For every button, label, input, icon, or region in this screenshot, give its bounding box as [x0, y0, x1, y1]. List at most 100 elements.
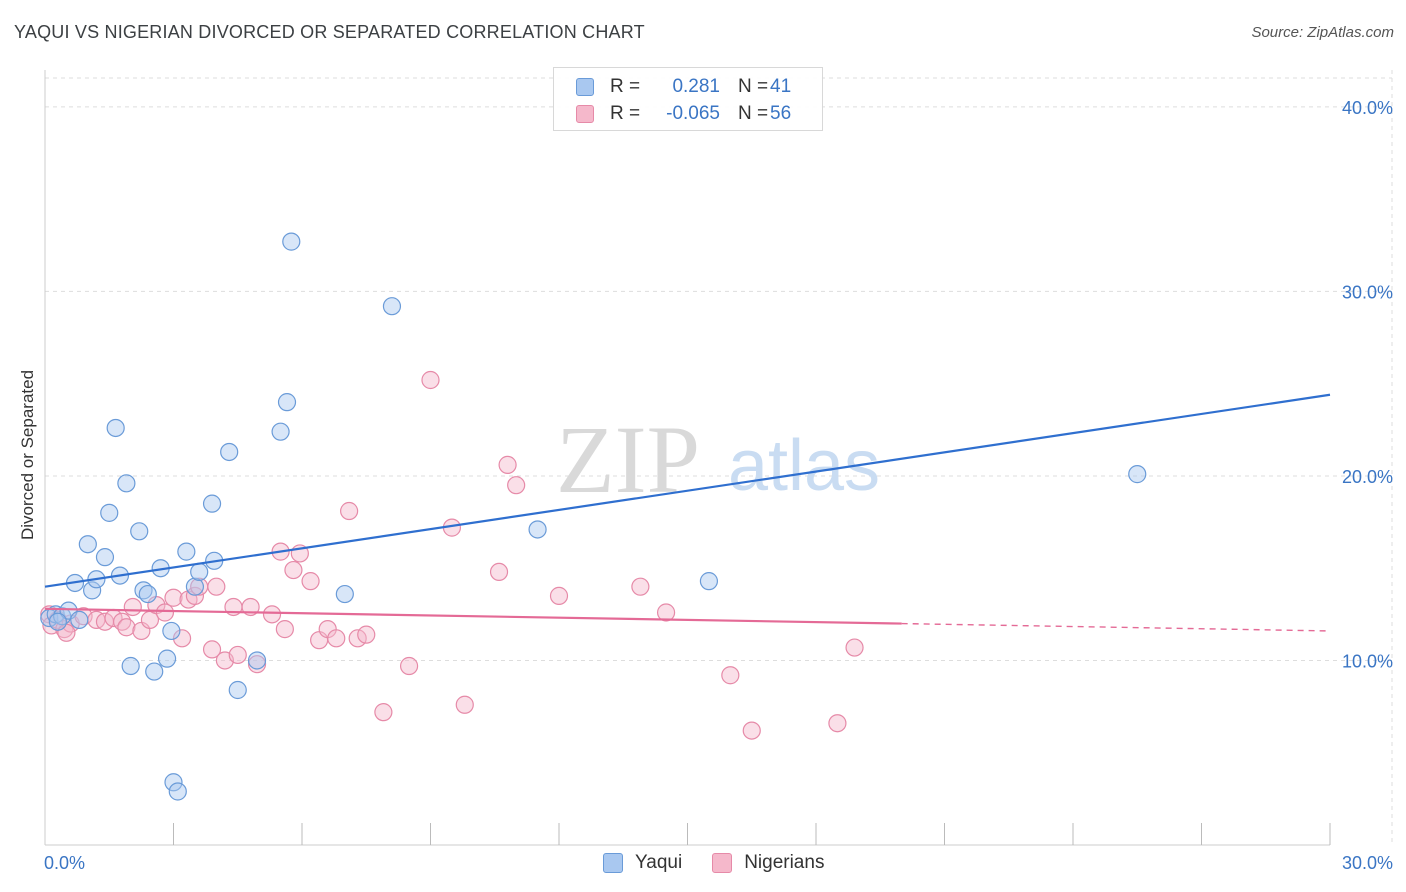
yaqui-swatch — [576, 78, 594, 96]
yaqui-point — [271, 422, 290, 441]
yaqui-point — [247, 651, 267, 670]
x-tick-label: 30.0% — [1342, 853, 1393, 873]
n-value: 41 — [770, 76, 792, 97]
y-axis-label: Divorced or Separated — [18, 370, 37, 540]
nigerian-point — [202, 640, 222, 659]
nigerian-point — [845, 638, 864, 657]
nigerian-point — [284, 560, 303, 580]
yaqui-point — [48, 612, 67, 631]
yaqui-point — [528, 520, 547, 539]
nigerian-point — [507, 476, 526, 495]
yaqui-point — [185, 577, 205, 596]
nigerian-point — [164, 588, 183, 607]
n-value: 56 — [770, 103, 792, 124]
yaqui-point — [106, 418, 125, 438]
y-tick-label: 10.0% — [1342, 651, 1393, 671]
nigerian-point — [207, 577, 226, 596]
yaqui-point — [335, 584, 354, 604]
yaqui-point — [117, 474, 136, 493]
yaqui-point — [177, 542, 196, 561]
yaqui-point — [157, 649, 177, 668]
stats-legend: R = 0.281 N = 41 R = -0.065 N = 56 — [553, 67, 823, 131]
nigerian-point — [301, 572, 320, 591]
stats-row-nigerians: R = -0.065 N = 56 — [576, 102, 810, 126]
yaqui-point — [382, 297, 402, 316]
yaqui-point — [699, 572, 719, 591]
nigerian-point — [228, 645, 247, 665]
nigerian-point — [262, 605, 282, 624]
n-label: N = — [738, 76, 769, 97]
yaqui-point — [95, 548, 115, 567]
yaqui-point — [138, 584, 157, 604]
yaqui-point — [202, 494, 222, 513]
yaqui-point — [130, 522, 149, 541]
nigerian-point — [275, 620, 294, 639]
legend-label-yaqui: Yaqui — [635, 852, 683, 873]
nigerian-point — [374, 703, 393, 722]
nigerian-trend-extension — [901, 622, 1331, 632]
yaqui-trend-line — [44, 393, 1331, 588]
yaqui-point — [1128, 465, 1147, 484]
nigerian-point — [828, 714, 847, 733]
stats-row-yaqui: R = 0.281 N = 41 — [576, 75, 810, 99]
yaqui-point — [162, 621, 181, 641]
nigerian-point — [123, 597, 142, 617]
yaqui-point — [70, 610, 89, 629]
legend-item-yaqui[interactable]: Yaqui — [603, 852, 682, 874]
yaqui-point — [168, 782, 187, 801]
watermark: ZIP atlas — [556, 406, 880, 513]
n-label: N = — [738, 103, 769, 124]
axes — [44, 70, 1331, 846]
tick-labels: 10.0% 20.0% 30.0% 40.0% 0.0% 30.0% — [44, 98, 1393, 873]
nigerian-point — [721, 666, 740, 685]
nigerian-point — [631, 577, 650, 596]
yaqui-point — [282, 232, 301, 251]
nigerian-point — [656, 603, 676, 622]
yaqui-point — [100, 503, 119, 522]
legend-label-nigerians: Nigerians — [744, 852, 825, 873]
y-tick-label: 30.0% — [1342, 282, 1393, 302]
gridlines — [45, 70, 1393, 845]
nigerian-point — [421, 370, 440, 390]
yaqui-point — [190, 562, 209, 582]
r-value: 0.281 — [672, 76, 720, 97]
yaqui-point — [83, 581, 102, 600]
nigerian-point — [549, 586, 569, 605]
nigerian-point — [742, 721, 761, 740]
nigerian-point — [455, 695, 474, 714]
nigerian-point — [117, 618, 136, 637]
nigerian-swatch — [576, 105, 594, 123]
yaqui-point — [277, 393, 297, 412]
r-label: R = — [610, 103, 641, 124]
legend-item-nigerians[interactable]: Nigerians — [712, 852, 824, 874]
nigerian-legend-swatch — [712, 853, 733, 873]
nigerian-point — [399, 656, 419, 676]
yaqui-point — [220, 442, 239, 462]
yaqui-point — [78, 535, 97, 554]
nigerian-point — [357, 625, 376, 644]
yaqui-point — [121, 656, 140, 676]
trend-lines — [44, 393, 1331, 632]
nigerian-trend-line — [44, 607, 902, 625]
nigerian-point — [340, 501, 359, 521]
source-credit: Source: ZipAtlas.com — [1251, 24, 1394, 41]
y-tick-label: 40.0% — [1342, 98, 1393, 118]
yaqui-legend-swatch — [603, 853, 623, 873]
nigerian-point — [498, 455, 517, 474]
watermark-zip: ZIP — [556, 406, 700, 513]
nigerian-point — [327, 629, 346, 648]
x-tick-label: 0.0% — [44, 853, 85, 873]
chart-title: YAQUI VS NIGERIAN DIVORCED OR SEPARATED … — [14, 22, 645, 42]
nigerian-point — [155, 603, 175, 622]
nigerian-point — [489, 562, 509, 582]
series-legend: Yaqui Nigerians — [603, 852, 854, 874]
r-value: -0.065 — [666, 103, 720, 124]
nigerian-point — [172, 629, 192, 648]
yaqui-points — [40, 232, 1147, 801]
yaqui-point — [145, 662, 164, 681]
r-label: R = — [610, 76, 641, 97]
nigerian-point — [185, 586, 205, 605]
yaqui-point — [228, 680, 247, 700]
y-tick-label: 20.0% — [1342, 467, 1393, 487]
